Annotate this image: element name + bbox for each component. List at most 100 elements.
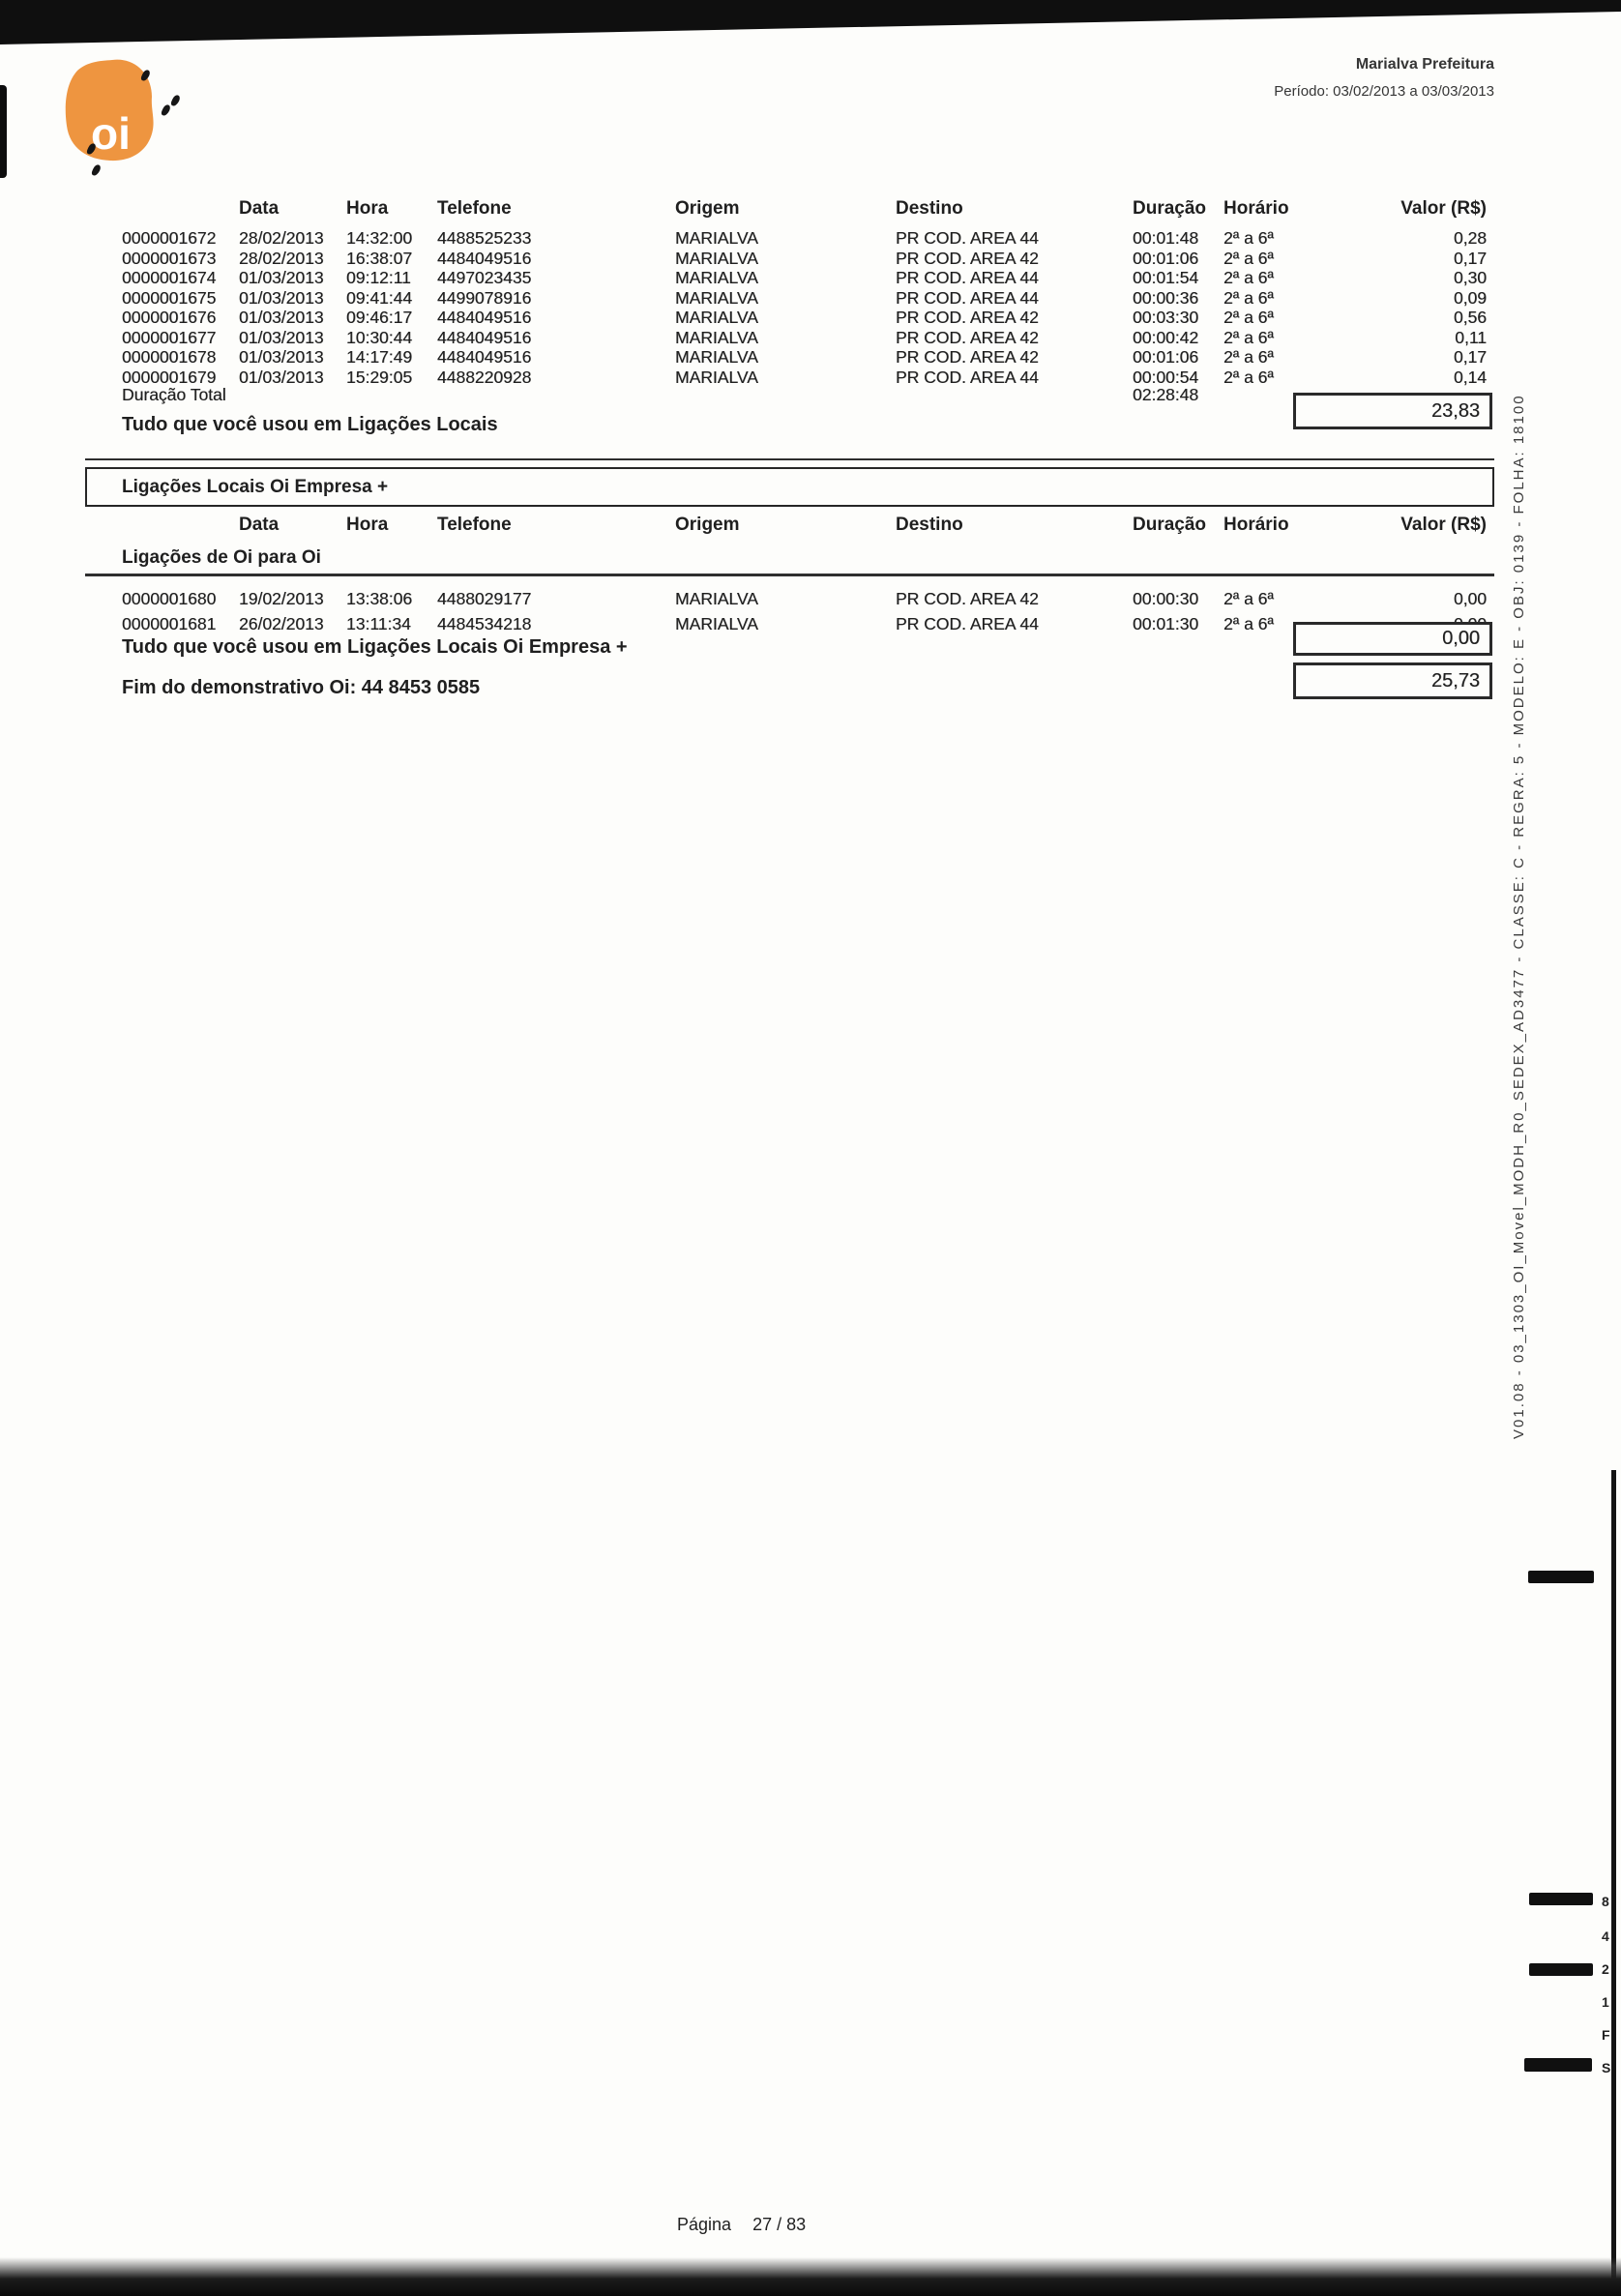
call-date: 28/02/2013: [239, 248, 324, 268]
call-time: 14:32:00: [346, 228, 413, 248]
table-row: 0000001681 26/02/2013 13:11:34 4484534218 MA…: [122, 611, 1492, 636]
call-destination: PR COD. AREA 42: [896, 347, 1039, 367]
final-total-value: 25,73: [1430, 669, 1480, 692]
call-destination: PR COD. AREA 42: [896, 248, 1039, 268]
call-value: 0,11: [1455, 327, 1487, 347]
call-schedule: 2ª a 6ª: [1223, 589, 1274, 608]
call-value: 0,56: [1453, 308, 1487, 327]
final-total-box: 25,73: [1293, 662, 1492, 699]
col-header-valor: Valor (R$): [1400, 198, 1487, 219]
call-id: 0000001678: [122, 347, 217, 367]
call-duration: 00:01:06: [1133, 347, 1199, 367]
table-row: 0000001675 01/03/2013 09:41:44 4499078916 MA…: [122, 288, 1492, 309]
table-row: 0000001676 01/03/2013 09:46:17 4484049516 MA…: [122, 308, 1492, 328]
duration-total-value: 02:28:48: [1133, 385, 1199, 404]
scan-right-edge-line: [1611, 1470, 1616, 2296]
call-phone: 4484049516: [437, 327, 532, 347]
call-id: 0000001679: [122, 367, 217, 387]
call-id: 0000001675: [122, 287, 217, 308]
oi-logo-text: oi: [91, 108, 131, 159]
col-header-origem: Origem: [675, 515, 740, 535]
col-header-destino: Destino: [896, 515, 963, 535]
call-origin: MARIALVA: [675, 287, 758, 308]
call-phone: 4484049516: [437, 248, 532, 268]
table-row: 0000001680 19/02/2013 13:38:06 4488029177 MA…: [122, 586, 1492, 611]
call-value: 0,09: [1453, 287, 1487, 308]
scan-speck: [90, 163, 103, 177]
call-schedule: 2ª a 6ª: [1223, 614, 1274, 633]
call-duration: 00:01:06: [1133, 248, 1199, 268]
call-phone: 4484049516: [437, 308, 532, 327]
call-schedule: 2ª a 6ª: [1223, 228, 1274, 248]
billing-period: Período: 03/02/2013 a 03/03/2013: [1274, 83, 1494, 100]
duration-total-label: Duração Total: [122, 385, 226, 404]
call-value: 0,30: [1453, 268, 1487, 287]
col-header-duracao: Duração: [1133, 515, 1207, 535]
scan-speck: [160, 103, 172, 117]
call-time: 13:11:34: [346, 614, 411, 633]
call-destination: PR COD. AREA 44: [896, 287, 1039, 308]
call-destination: PR COD. AREA 42: [896, 589, 1039, 608]
col-header-valor: Valor (R$): [1400, 515, 1487, 535]
col-header-destino: Destino: [896, 198, 963, 219]
call-value: 0,28: [1453, 228, 1487, 248]
table1-rows: 0000001672 28/02/2013 14:32:00 4488525233 MA…: [122, 228, 1492, 387]
call-date: 26/02/2013: [239, 614, 324, 633]
call-date: 01/03/2013: [239, 308, 324, 327]
section2-summary-label: Tudo que você usou em Ligações Locais Oi…: [122, 636, 628, 658]
call-date: 01/03/2013: [239, 347, 324, 367]
call-date: 28/02/2013: [239, 228, 324, 248]
section-divider-line: [85, 458, 1494, 460]
col-header-horario: Horário: [1223, 198, 1289, 219]
call-value: 0,17: [1453, 248, 1487, 268]
scan-speck: [169, 94, 182, 107]
call-origin: MARIALVA: [675, 367, 758, 387]
table2-rows: 0000001680 19/02/2013 13:38:06 4488029177 MA…: [122, 586, 1492, 636]
call-time: 10:30:44: [346, 327, 413, 347]
call-id: 0000001673: [122, 248, 217, 268]
call-destination: PR COD. AREA 42: [896, 308, 1039, 327]
call-time: 13:38:06: [346, 589, 413, 608]
group-underline: [85, 574, 1494, 576]
print-production-note: V01.08 - 03_1303_OI_Movel_MODH_R0_SEDEX_…: [1511, 394, 1527, 1439]
call-duration: 00:00:42: [1133, 327, 1199, 347]
col-header-telefone: Telefone: [437, 198, 512, 219]
call-date: 19/02/2013: [239, 589, 324, 608]
call-destination: PR COD. AREA 44: [896, 614, 1039, 633]
call-origin: MARIALVA: [675, 228, 758, 248]
call-duration: 00:03:30: [1133, 308, 1199, 327]
section1-summary-label: Tudo que você usou em Ligações Locais: [122, 414, 498, 435]
col-header-data: Data: [239, 515, 280, 535]
section2-summary-box: 0,00: [1293, 622, 1492, 656]
call-destination: PR COD. AREA 44: [896, 367, 1039, 387]
call-schedule: 2ª a 6ª: [1223, 327, 1274, 347]
call-date: 01/03/2013: [239, 287, 324, 308]
call-schedule: 2ª a 6ª: [1223, 248, 1274, 268]
page-footer: Página 27 / 83: [677, 2215, 806, 2235]
oi-logo-blob: oi: [65, 59, 154, 162]
call-id: 0000001677: [122, 327, 217, 347]
call-value: 0,17: [1453, 347, 1487, 367]
call-origin: MARIALVA: [675, 347, 758, 367]
col-header-telefone: Telefone: [437, 515, 512, 535]
call-phone: 4497023435: [437, 268, 532, 287]
call-destination: PR COD. AREA 44: [896, 228, 1039, 248]
final-total-label: Fim do demonstrativo Oi: 44 8453 0585: [122, 677, 481, 698]
call-value: 0,00: [1453, 589, 1487, 608]
call-duration: 00:00:36: [1133, 287, 1199, 308]
table-row: 0000001678 01/03/2013 14:17:49 4484049516 MA…: [122, 347, 1492, 368]
col-header-hora: Hora: [346, 515, 389, 535]
call-date: 01/03/2013: [239, 327, 324, 347]
call-phone: 4499078916: [437, 287, 532, 308]
print-calibration-bar: [1528, 1571, 1594, 1583]
call-origin: MARIALVA: [675, 308, 758, 327]
scan-bottom-edge: [0, 2257, 1621, 2296]
call-origin: MARIALVA: [675, 248, 758, 268]
scan-left-edge-mark: [0, 85, 7, 178]
call-value: 0,14: [1453, 367, 1487, 387]
print-calibration-bar: [1524, 2058, 1592, 2072]
call-duration: 00:00:30: [1133, 589, 1199, 608]
section1-summary-box: 23,83: [1293, 393, 1492, 429]
call-id: 0000001681: [122, 614, 217, 633]
table2-header-row: Data Hora Telefone Origem Destino Duraçã…: [122, 515, 1492, 536]
